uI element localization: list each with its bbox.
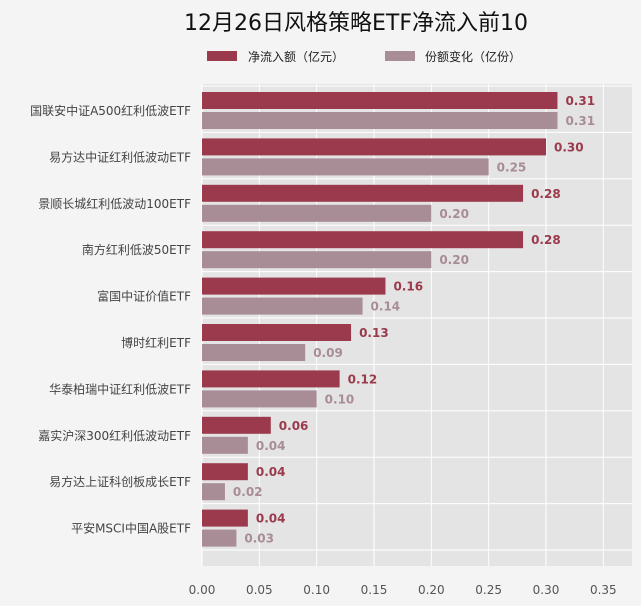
category-label: 平安MSCI中国A股ETF bbox=[71, 521, 191, 536]
bar-share-change bbox=[202, 529, 237, 547]
data-label-net-inflow: 0.31 bbox=[565, 94, 595, 108]
bar-share-change bbox=[202, 251, 432, 269]
data-label-net-inflow: 0.13 bbox=[359, 326, 389, 340]
data-label-share-change: 0.03 bbox=[244, 532, 274, 546]
data-label-net-inflow: 0.04 bbox=[256, 512, 286, 526]
category-label: 华泰柏瑞中证红利低波ETF bbox=[49, 381, 191, 396]
x-tick-label: 0.25 bbox=[475, 583, 502, 597]
x-tick-label: 0.35 bbox=[590, 583, 617, 597]
data-label-share-change: 0.31 bbox=[565, 114, 595, 128]
legend-label-net-inflow: 净流入额（亿元） bbox=[248, 49, 344, 64]
data-label-net-inflow: 0.12 bbox=[348, 372, 378, 386]
data-label-share-change: 0.25 bbox=[497, 160, 527, 174]
bar-net-inflow bbox=[202, 509, 248, 527]
data-label-share-change: 0.09 bbox=[313, 346, 343, 360]
bar-share-change bbox=[202, 297, 363, 315]
data-label-share-change: 0.04 bbox=[256, 439, 286, 453]
bars: 0.31 0.31 0.30 0.25 0.28 0.20 0.28 0.20 0.16 0.14… bbox=[202, 92, 595, 547]
x-tick-label: 0.10 bbox=[303, 583, 330, 597]
x-tick-label: 0.15 bbox=[361, 583, 388, 597]
bar-net-inflow bbox=[202, 277, 386, 295]
x-tick-label: 0.20 bbox=[418, 583, 445, 597]
bar-net-inflow bbox=[202, 463, 248, 481]
legend-swatch-net-inflow bbox=[207, 51, 237, 61]
legend: 净流入额（亿元） 份额变化（亿份） bbox=[207, 49, 521, 64]
bar-net-inflow bbox=[202, 92, 558, 109]
bar-share-change bbox=[202, 390, 317, 408]
category-label: 富国中证价值ETF bbox=[97, 289, 191, 304]
data-label-net-inflow: 0.16 bbox=[393, 280, 423, 294]
bar-net-inflow bbox=[202, 231, 524, 249]
bar-share-change bbox=[202, 204, 432, 222]
data-label-net-inflow: 0.06 bbox=[279, 419, 309, 433]
category-label: 国联安中证A500红利低波ETF bbox=[30, 103, 191, 118]
bar-net-inflow bbox=[202, 324, 352, 341]
bar-share-change bbox=[202, 483, 225, 501]
data-label-share-change: 0.14 bbox=[371, 300, 401, 314]
data-label-share-change: 0.02 bbox=[233, 485, 263, 499]
bar-net-inflow bbox=[202, 370, 340, 388]
bar-share-change bbox=[202, 158, 489, 176]
data-label-share-change: 0.20 bbox=[439, 253, 469, 267]
category-label: 易方达中证红利低波动ETF bbox=[49, 149, 191, 164]
x-tick-label: 0.00 bbox=[189, 583, 216, 597]
category-label: 南方红利低波50ETF bbox=[82, 242, 191, 257]
category-label: 易方达上证科创板成长ETF bbox=[49, 474, 191, 489]
data-label-net-inflow: 0.30 bbox=[554, 140, 584, 154]
legend-swatch-share-change bbox=[385, 51, 415, 61]
bar-net-inflow bbox=[202, 138, 546, 156]
data-label-net-inflow: 0.28 bbox=[531, 233, 561, 247]
x-tick-label: 0.30 bbox=[533, 583, 560, 597]
data-label-net-inflow: 0.04 bbox=[256, 465, 286, 479]
category-label: 博时红利ETF bbox=[121, 335, 191, 350]
data-label-share-change: 0.20 bbox=[439, 207, 469, 221]
category-label: 嘉实沪深300红利低波动ETF bbox=[38, 428, 191, 443]
bar-net-inflow bbox=[202, 184, 524, 202]
x-tick-label: 0.05 bbox=[246, 583, 273, 597]
category-labels: 国联安中证A500红利低波ETF 易方达中证红利低波动ETF 景顺长城红利低波动10… bbox=[30, 103, 191, 536]
legend-label-share-change: 份额变化（亿份） bbox=[425, 49, 521, 64]
bar-share-change bbox=[202, 112, 558, 129]
data-label-net-inflow: 0.28 bbox=[531, 187, 561, 201]
bar-net-inflow bbox=[202, 416, 271, 434]
bar-share-change bbox=[202, 344, 306, 361]
x-axis-ticks: 0.00 0.05 0.10 0.15 0.20 0.25 0.30 0.35 bbox=[189, 583, 617, 597]
bar-share-change bbox=[202, 436, 248, 454]
data-label-share-change: 0.10 bbox=[325, 392, 355, 406]
chart-title: 12月26日风格策略ETF净流入前10 bbox=[184, 11, 528, 36]
category-label: 景顺长城红利低波动100ETF bbox=[38, 196, 191, 211]
